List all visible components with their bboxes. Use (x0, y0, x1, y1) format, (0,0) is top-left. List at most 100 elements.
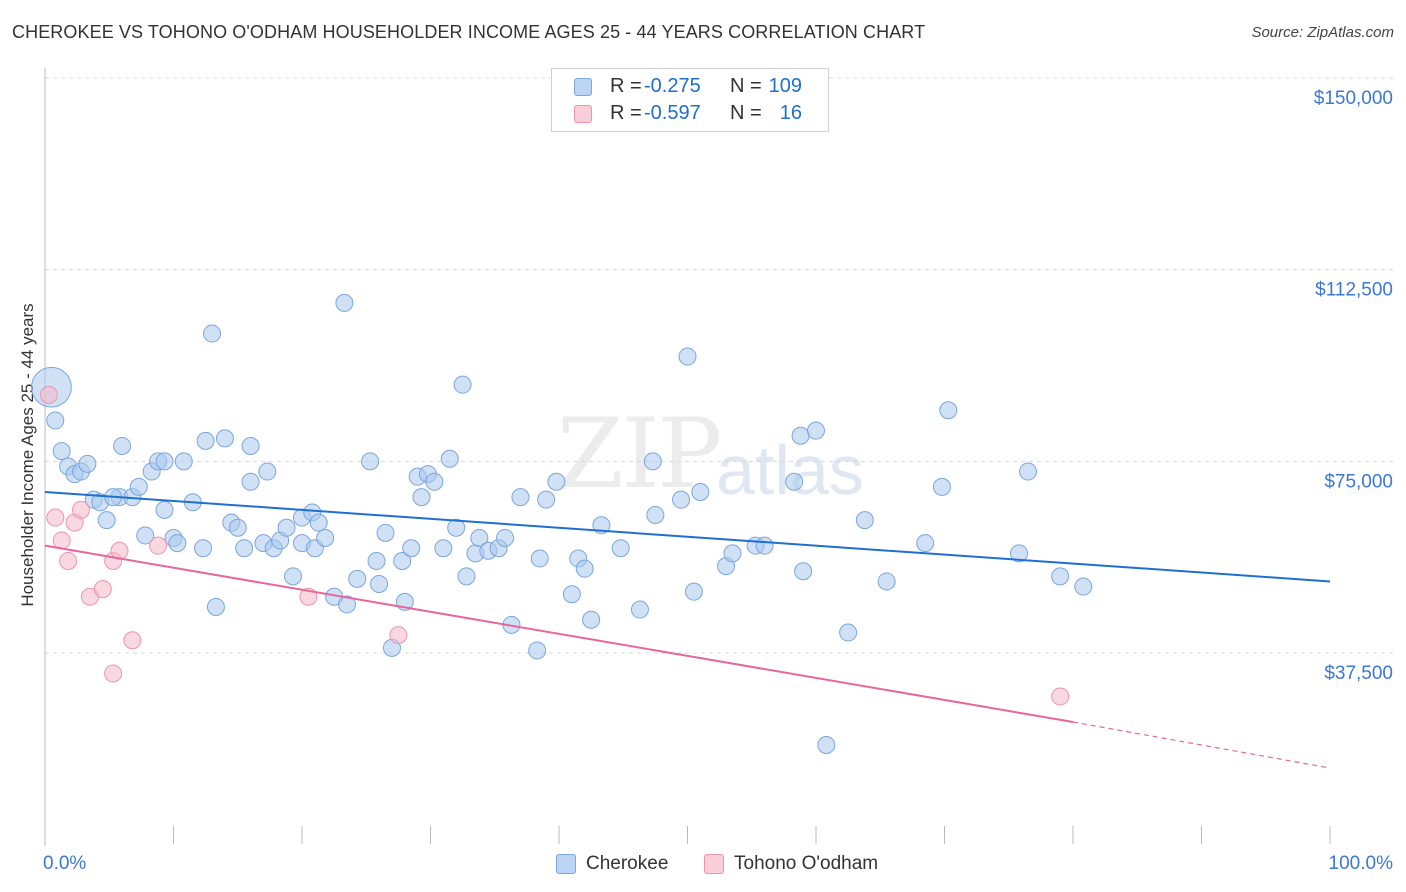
r-label: R = (610, 75, 642, 97)
cherokee-swatch (574, 78, 592, 96)
cherokee-point (643, 452, 662, 471)
cherokee-point (453, 375, 472, 394)
cherokee-point (537, 490, 556, 509)
cherokee-point (309, 513, 328, 532)
cherokee-point (1019, 462, 1038, 481)
cherokee-point (916, 534, 935, 553)
cherokee-point (235, 539, 254, 558)
cherokee-point (129, 477, 148, 496)
cherokee-point (316, 529, 335, 547)
cherokee-point (402, 539, 421, 558)
cherokee-point (1010, 544, 1029, 563)
tohono-point (123, 631, 142, 650)
cherokee-point (932, 477, 951, 496)
tohono-point (39, 385, 58, 404)
cherokee-point (807, 421, 825, 440)
cherokee-point (530, 549, 549, 568)
cherokee-point (370, 575, 389, 593)
tohono-legend-swatch (704, 854, 724, 874)
chart-title: CHEROKEE VS TOHONO O'ODHAM HOUSEHOLDER I… (12, 22, 926, 42)
cherokee-point (440, 449, 459, 468)
cherokee-point (794, 562, 813, 581)
cherokee-point (575, 559, 594, 578)
cherokee-point (241, 472, 260, 491)
tohono-point (71, 500, 90, 519)
cherokee-point (393, 552, 412, 570)
cherokee-point (168, 534, 187, 553)
cherokee-point (611, 539, 630, 558)
source-label: Source: ZipAtlas.com (1251, 24, 1394, 41)
y-tick-label: $150,000 (1314, 88, 1393, 109)
cherokee-point (470, 529, 489, 547)
cherokee-point (412, 488, 431, 507)
cherokee-point (817, 736, 836, 754)
cherokee-point (528, 641, 547, 660)
cherokee-point (284, 567, 303, 586)
cherokee-point (258, 462, 277, 481)
tohono-point (46, 508, 65, 527)
watermark-atlas: atlas (716, 431, 864, 509)
cherokee-point (78, 454, 97, 473)
cherokee-point (206, 598, 225, 616)
cherokee-point (434, 539, 453, 558)
cherokee-point (791, 426, 810, 445)
cherokee-point (361, 452, 380, 471)
tohono-legend-label: Tohono O'odham (734, 853, 879, 874)
r-value: -0.597 (644, 102, 701, 124)
cherokee-point (277, 518, 296, 537)
cherokee-point (562, 585, 581, 604)
cherokee-point (511, 488, 530, 507)
n-value: 109 (768, 75, 802, 97)
cherokee-point (425, 472, 444, 491)
stats-legend: R = -0.275 N = 109 R = -0.597 N = 16 (551, 68, 829, 132)
cherokee-point (755, 536, 774, 555)
cherokee-point (335, 293, 354, 312)
cherokee-point (646, 506, 665, 524)
tohono-trend-line (44, 544, 1074, 723)
cherokee-point (348, 569, 367, 588)
n-label: N = (730, 75, 762, 97)
cherokee-point (785, 472, 804, 491)
tohono-point (149, 536, 168, 555)
cherokee-point (691, 483, 710, 501)
cherokee-point (215, 429, 234, 448)
cherokee-point (855, 511, 874, 530)
cherokee-point (241, 437, 260, 455)
cherokee-point (672, 490, 691, 509)
tohono-trend-extension (1072, 721, 1331, 769)
cherokee-point (203, 324, 222, 343)
cherokee-point (582, 610, 601, 629)
r-value: -0.275 (644, 75, 701, 97)
cherokee-point (196, 431, 215, 450)
cherokee-point (52, 442, 71, 461)
cherokee-point (174, 452, 193, 471)
cherokee-point (155, 500, 174, 519)
cherokee-point (547, 472, 566, 491)
cherokee-point (723, 544, 742, 563)
cherokee-point (97, 511, 116, 530)
cherokee-point (155, 452, 174, 471)
cherokee-point (136, 526, 155, 545)
cherokee-point (194, 539, 213, 558)
cherokee-point (839, 623, 858, 642)
y-tick-label: $37,500 (1324, 663, 1393, 684)
cherokee-point (678, 347, 697, 366)
x-tick-label-max: 100.0% (1329, 853, 1394, 874)
cherokee-point (376, 523, 395, 542)
tohono-swatch (574, 105, 592, 123)
tohono-point (59, 552, 78, 570)
n-label: N = (730, 102, 762, 124)
cherokee-legend-swatch (556, 854, 576, 874)
cherokee-point (337, 595, 356, 614)
cherokee-point (457, 567, 476, 586)
stats-legend-row-cherokee: R = -0.275 N = 109 (552, 73, 828, 100)
cherokee-point (228, 518, 247, 537)
stats-legend-row-tohono: R = -0.597 N = 16 (552, 100, 828, 127)
r-label: R = (610, 102, 642, 124)
cherokee-legend-label: Cherokee (586, 853, 669, 874)
cherokee-point (46, 411, 65, 430)
cherokee-point (1074, 577, 1093, 596)
tohono-point (93, 580, 112, 599)
cherokee-trend-line (44, 491, 1331, 583)
